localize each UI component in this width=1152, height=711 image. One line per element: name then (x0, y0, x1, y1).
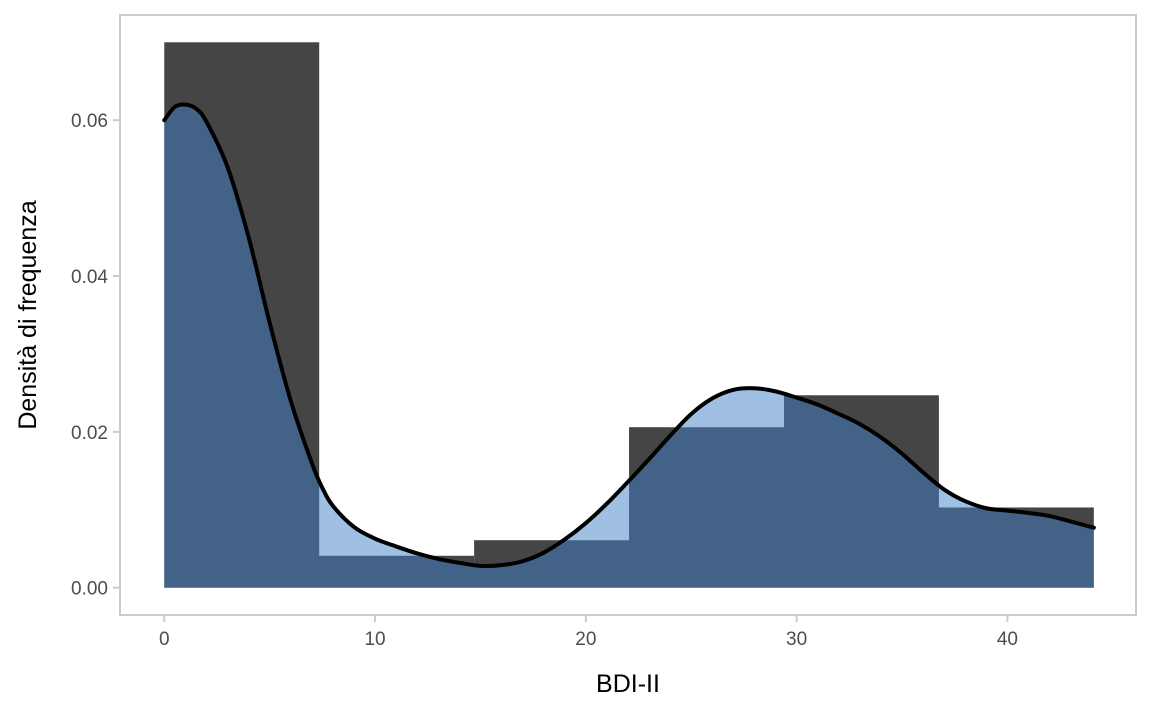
y-axis-title: Densità di frequenza (14, 200, 42, 429)
x-tick-label: 0 (159, 629, 170, 650)
x-axis: 0 10 20 30 40 (159, 615, 1018, 650)
density-bar-overlap-area (164, 104, 1094, 588)
x-tick-label: 20 (575, 629, 596, 650)
x-tick-label: 40 (997, 629, 1018, 650)
y-tick-label: 0.02 (71, 423, 108, 444)
x-tick-label: 10 (364, 629, 385, 650)
y-tick-label: 0.04 (71, 267, 108, 288)
y-tick-label: 0.06 (71, 111, 108, 132)
x-axis-title: BDI-II (596, 670, 660, 698)
y-axis: 0.00 0.02 0.04 0.06 (71, 111, 120, 600)
y-tick-label: 0.00 (71, 579, 108, 600)
density-curve (162, 102, 1096, 569)
panel-border (119, 14, 1137, 616)
x-tick-label: 30 (786, 629, 807, 650)
